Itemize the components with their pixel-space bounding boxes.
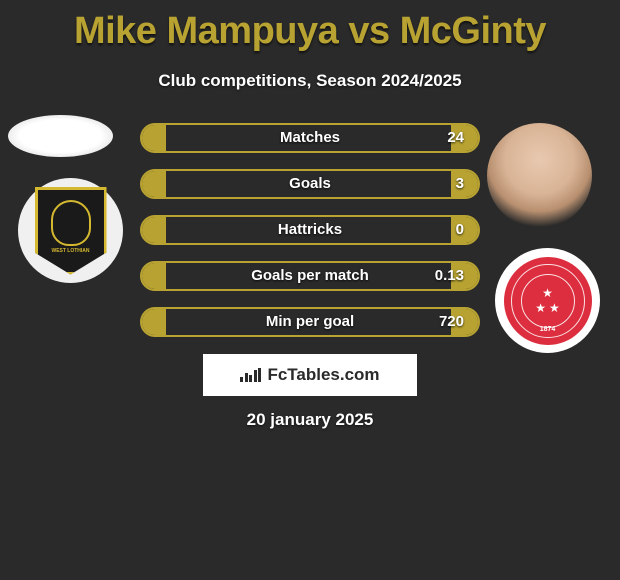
stat-row-hattricks: Hattricks 0 — [140, 215, 480, 245]
subtitle: Club competitions, Season 2024/2025 — [0, 71, 620, 91]
stat-label: Hattricks — [142, 217, 478, 243]
stat-row-goals: Goals 3 — [140, 169, 480, 199]
club-badge-right: ★ ★ ★ 1874 — [495, 248, 600, 353]
stat-value-right: 24 — [447, 125, 464, 151]
stat-row-min-per-goal: Min per goal 720 — [140, 307, 480, 337]
stat-row-goals-per-match: Goals per match 0.13 — [140, 261, 480, 291]
branding-fctables[interactable]: FcTables.com — [203, 354, 417, 396]
club-badge-right-year: 1874 — [506, 326, 590, 333]
page-title: Mike Mampuya vs McGinty — [0, 0, 620, 53]
stat-row-matches: Matches 24 — [140, 123, 480, 153]
stat-value-right: 720 — [439, 309, 464, 335]
stat-value-right: 0.13 — [435, 263, 464, 289]
club-badge-left: WEST LOTHIAN — [18, 178, 123, 283]
stat-value-right: 3 — [456, 171, 464, 197]
player-left-avatar-placeholder — [8, 115, 113, 157]
branding-label: FcTables.com — [267, 365, 379, 385]
player-right-avatar — [487, 123, 592, 228]
stat-label: Goals per match — [142, 263, 478, 289]
stat-label: Matches — [142, 125, 478, 151]
stat-value-right: 0 — [456, 217, 464, 243]
stat-label: Min per goal — [142, 309, 478, 335]
bar-chart-icon — [240, 368, 261, 382]
stats-table: Matches 24 Goals 3 Hattricks 0 Goals per… — [140, 123, 480, 353]
date-label: 20 january 2025 — [0, 410, 620, 430]
stat-label: Goals — [142, 171, 478, 197]
